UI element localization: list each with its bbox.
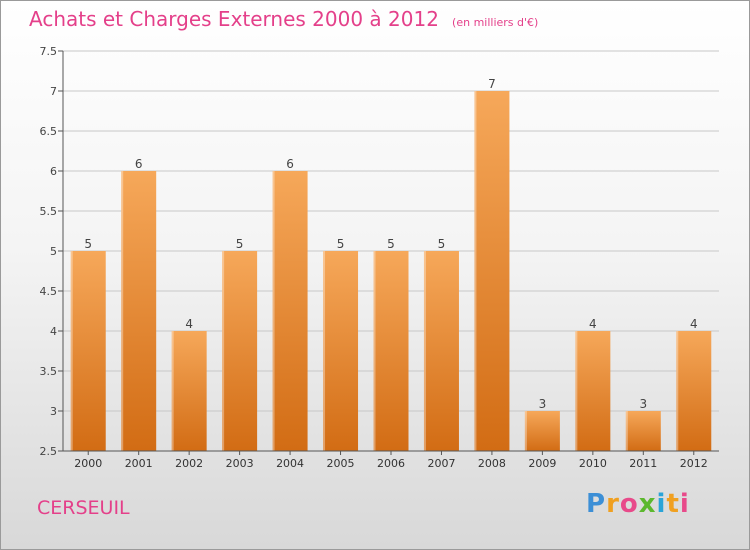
bar [70,251,106,451]
x-tick-label: 2001 [125,457,153,470]
x-tick-label: 2003 [226,457,254,470]
y-tick-label: 5.5 [40,205,58,218]
x-tick-label: 2006 [377,457,405,470]
y-tick-label: 6.5 [40,125,58,138]
y-tick-label: 3.5 [40,365,58,378]
labels: 2.5 3 3.5 4 4.5 5 5.5 6 6.5 7 7.5 5 2000 6 2001 4 2002 5 2… [40,45,708,470]
bar-highlight [524,411,527,451]
logo-letter: r [606,489,620,519]
logo-letter: o [619,489,639,519]
bar [625,411,661,451]
bar [676,331,712,451]
data-label: 5 [236,237,244,251]
x-tick-label: 2002 [175,457,203,470]
data-label: 6 [135,157,143,171]
data-label: 5 [438,237,446,251]
x-tick-label: 2009 [528,457,556,470]
logo-letter: i [656,489,667,519]
x-tick-label: 2000 [74,457,102,470]
bar-highlight [373,251,376,451]
chart-subtitle: (en milliers d'€) [452,16,539,29]
bar [474,91,510,451]
y-tick-label: 3 [50,405,57,418]
logo-letter: P [586,489,607,519]
data-label: 5 [84,237,92,251]
chart-title: Achats et Charges Externes 2000 à 2012 [29,7,439,31]
bar [171,331,207,451]
bar-highlight [70,251,73,451]
data-label: 3 [639,397,647,411]
bar [272,171,308,451]
bar [222,251,258,451]
data-label: 6 [286,157,294,171]
data-label: 4 [690,317,698,331]
bar [575,331,611,451]
y-tick-label: 5 [50,245,57,258]
data-label: 5 [337,237,345,251]
y-tick-label: 7.5 [40,45,58,58]
axes [58,50,719,455]
bar [524,411,560,451]
x-tick-label: 2011 [629,457,657,470]
x-tick-label: 2007 [427,457,455,470]
logo-letter: i [679,489,690,519]
data-label: 5 [387,237,395,251]
bar-highlight [171,331,174,451]
bar [373,251,409,451]
bar-highlight [222,251,225,451]
bars [70,91,712,451]
y-tick-label: 2.5 [40,445,58,458]
bar [423,251,459,451]
y-tick-label: 4 [50,325,57,338]
x-tick-label: 2010 [579,457,607,470]
x-tick-label: 2008 [478,457,506,470]
bar-highlight [121,171,124,451]
bar [121,171,157,451]
logo-letter: x [638,489,657,519]
bar-highlight [676,331,679,451]
bar-highlight [323,251,326,451]
bar-highlight [474,91,477,451]
bar-highlight [575,331,578,451]
y-tick-label: 6 [50,165,57,178]
bar-highlight [272,171,275,451]
bar-highlight [423,251,426,451]
title-row: Achats et Charges Externes 2000 à 2012 (… [29,7,538,31]
data-label: 3 [539,397,547,411]
commune-name: CERSEUIL [37,497,130,519]
proxiti-logo: Proxiti [586,489,690,519]
data-label: 4 [589,317,597,331]
x-tick-label: 2012 [680,457,708,470]
y-tick-label: 7 [50,85,57,98]
bar [323,251,359,451]
logo-letter: t [666,489,680,519]
x-tick-label: 2004 [276,457,304,470]
bar-highlight [625,411,628,451]
data-label: 4 [185,317,193,331]
x-tick-label: 2005 [327,457,355,470]
data-label: 7 [488,77,496,91]
y-tick-label: 4.5 [40,285,58,298]
